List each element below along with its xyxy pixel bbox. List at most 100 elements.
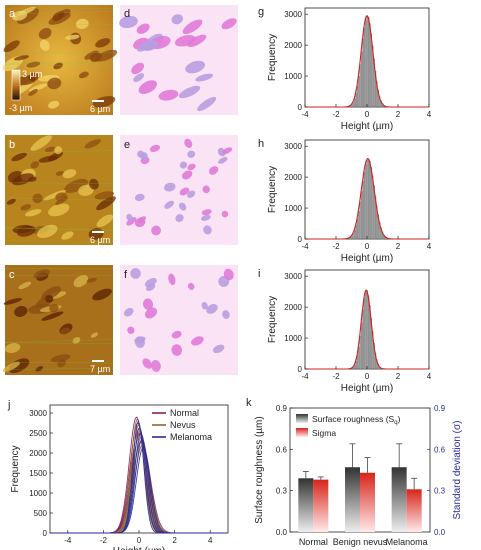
afm-feature [55, 171, 65, 176]
legend-entry: Melanoma [170, 432, 212, 442]
histogram-bar [369, 23, 371, 108]
gaussian-fit-line [305, 14, 429, 108]
segmented-cell [201, 301, 208, 310]
histogram-bar [354, 229, 356, 240]
afm-feature [13, 55, 30, 61]
histogram-bar [366, 15, 368, 108]
overlay-chart-j: -4 -2 0 2 4 0 500 1000 1500 2000 2500 3000 Height (µ… [7, 399, 229, 550]
afm-feature [75, 18, 89, 30]
afm-feature [28, 83, 48, 92]
y-tick-label: 1000 [284, 334, 302, 343]
afm-feature [18, 281, 32, 290]
segmented-cell [197, 96, 217, 112]
afm-feature [89, 178, 99, 190]
panel-letter: g [258, 6, 264, 18]
x-tick-label: Melanoma [386, 537, 428, 547]
segmented-cell [164, 182, 176, 192]
afm-feature [11, 173, 34, 186]
afm-feature [62, 169, 77, 179]
y-right-tick-label: 0.6 [434, 445, 446, 454]
segmented-cell [133, 73, 145, 83]
afm-feature [15, 75, 37, 86]
series-line-melanoma [50, 447, 227, 534]
histogram-bar [367, 17, 370, 108]
afm-feature [48, 100, 60, 109]
y-tick-label: 2000 [284, 41, 302, 50]
histogram-bar [369, 161, 371, 240]
afm-scan-line [4, 52, 114, 54]
histogram-bar [358, 346, 360, 370]
segmented-cell [145, 283, 156, 292]
panel-letter: d [124, 8, 130, 20]
segmented-cell [222, 310, 230, 319]
afm-scan-line [4, 228, 114, 231]
x-tick-label: -2 [332, 242, 340, 251]
segmentation-e-ellipses [126, 138, 233, 236]
segmented-cell [185, 60, 206, 74]
y-tick-label: 0.6 [276, 445, 288, 454]
histogram-i: -4 -2 0 2 4 0 1000 2000 3000 Height (µm) Frequency… [258, 268, 432, 394]
x-tick-label: -2 [332, 372, 340, 381]
afm-feature [11, 152, 27, 162]
x-tick-label: 0 [365, 242, 370, 251]
segmented-cell [131, 62, 145, 75]
segmented-cell [223, 268, 234, 281]
afm-scan-line [4, 197, 114, 201]
histogram-bar [367, 158, 370, 240]
segmented-cell [221, 18, 237, 30]
afm-feature [49, 304, 59, 313]
x-tick-label: 4 [427, 242, 432, 251]
legend-entry: Normal [170, 408, 199, 418]
y-axis-label: Frequency [267, 166, 278, 213]
legend-subscript: q [394, 420, 397, 426]
afm-feature [37, 224, 58, 239]
afm-panel-b: 6 µm b [4, 135, 116, 245]
histogram-bar [352, 233, 354, 240]
histogram-bar [359, 201, 361, 240]
afm-feature [3, 40, 20, 53]
histogram-bar [359, 335, 361, 370]
afm-feature [52, 11, 65, 21]
segmented-cell [203, 225, 212, 235]
segmented-cell [191, 336, 204, 346]
histogram-bar [363, 298, 365, 370]
x-tick-label: 2 [396, 110, 401, 119]
histogram-bar [358, 76, 360, 108]
afm-scan-line [4, 11, 114, 15]
afm-a-texture [2, 6, 118, 109]
afm-feature [38, 27, 52, 40]
afm-feature [90, 332, 99, 338]
segmented-cell [164, 200, 175, 209]
afm-feature [3, 297, 23, 305]
x-tick-label: -4 [301, 242, 309, 251]
afm-feature [65, 34, 80, 40]
legend-text: Surface roughness (S [312, 414, 395, 424]
afm-scan-line [4, 339, 114, 343]
y-tick-label: 1000 [284, 204, 302, 213]
segmented-cell [126, 217, 137, 226]
y-tick-label: 0.3 [276, 487, 288, 496]
y-tick-label: 1500 [29, 469, 47, 478]
y-tick-label: 0 [298, 235, 303, 244]
afm-panel-c: 7 µm c [2, 265, 114, 375]
x-tick-label: -4 [301, 110, 309, 119]
y-axis-label: Frequency [267, 296, 278, 343]
segmented-cell [150, 360, 161, 372]
scale-bar-label: 6 µm [90, 104, 110, 114]
afm-feature [78, 184, 94, 196]
histogram-h: -4 -2 0 2 4 0 1000 2000 3000 Height (µm) Frequency… [258, 138, 432, 264]
afm-feature [44, 146, 57, 153]
y-tick-label: 0 [298, 365, 303, 374]
histogram-bar [366, 290, 368, 370]
panel-letter: f [124, 269, 128, 281]
segmented-cell [168, 273, 176, 285]
afm-feature [94, 191, 115, 200]
y-tick-label: 0 [298, 103, 303, 112]
afm-scan-line [4, 150, 114, 154]
afm-feature [61, 231, 74, 240]
legend-text: ) [398, 414, 401, 424]
legend-entry: Surface roughness (Sq) [312, 414, 401, 426]
afm-feature [4, 343, 21, 354]
afm-feature [14, 305, 28, 317]
segmented-cell [174, 34, 196, 47]
